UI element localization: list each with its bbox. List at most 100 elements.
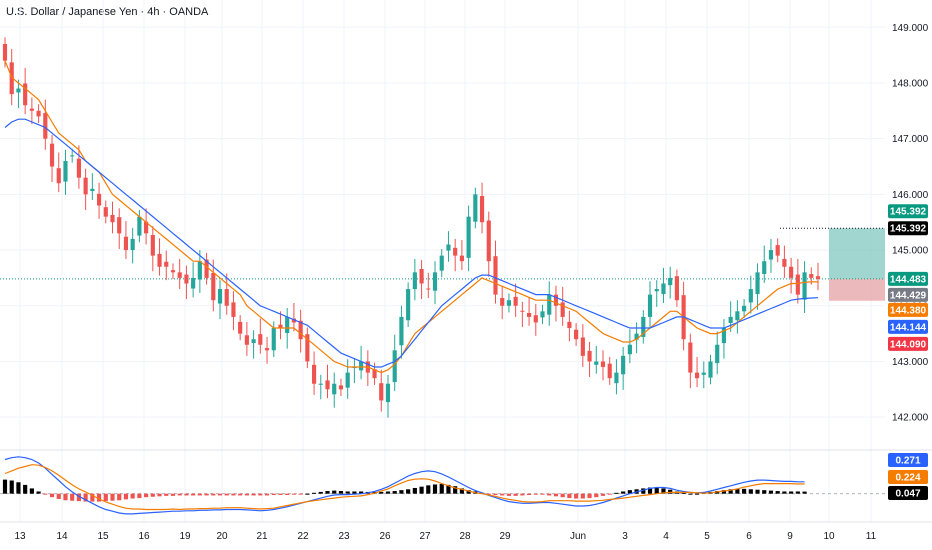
macd-histogram-bar <box>748 489 753 494</box>
candle-body <box>16 88 21 93</box>
macd-histogram-bar <box>231 493 236 496</box>
candle-body <box>63 160 68 182</box>
target-zone <box>829 228 885 279</box>
macd-histogram-bar <box>466 490 471 494</box>
candle-body <box>130 238 135 251</box>
candle-body <box>264 348 270 351</box>
macd-histogram-bar <box>600 493 606 496</box>
macd-histogram-bar <box>244 493 249 496</box>
candle-body <box>621 355 626 375</box>
macd-pane <box>0 456 885 515</box>
candle-body <box>144 221 149 234</box>
position-zones <box>0 227 885 301</box>
tag-current-price-text: 144.483 <box>890 274 927 285</box>
candle-body <box>735 311 740 321</box>
macd-histogram-bar <box>567 493 572 499</box>
time-axis[interactable]: 13 14 15 16 19 20 21 22 23 26 27 28 29 Jun 3 4 5 6 9 10 11 <box>14 531 876 542</box>
candle-body <box>486 220 491 262</box>
tag-current-price-bg <box>888 271 928 286</box>
tag-signal-bg <box>888 470 928 484</box>
x-tick-label: Jun <box>570 531 586 542</box>
candle-body <box>332 383 337 395</box>
macd-histogram-bar <box>426 485 431 494</box>
macd-histogram-bar <box>123 493 129 500</box>
candle-body <box>117 217 122 234</box>
candle-body <box>392 350 397 383</box>
macd-histogram-bar <box>419 486 424 494</box>
y-tick-label: 148.000 <box>892 78 929 89</box>
macd-histogram-bar <box>520 493 525 496</box>
tag-target-line-text: 145.392 <box>890 224 927 235</box>
candle-body <box>748 289 753 303</box>
macd-histogram-bar <box>217 493 223 496</box>
macd-histogram-bar <box>439 484 444 494</box>
x-tick-label: 6 <box>746 531 752 542</box>
macd-histogram-bar <box>9 480 14 494</box>
x-tick-label: 27 <box>419 531 431 542</box>
macd-histogram-bar <box>56 493 61 499</box>
macd-histogram-bar <box>16 482 21 494</box>
macd-histogram-bar <box>63 493 68 501</box>
macd-histogram-bar <box>332 490 337 494</box>
candle-body <box>560 302 565 317</box>
candle-body <box>627 344 632 355</box>
macd-histogram-bar <box>432 484 438 494</box>
candle-body <box>204 259 209 278</box>
candle-body <box>446 244 451 251</box>
y-tick-label: 145.000 <box>892 246 929 257</box>
macd-histogram-bar <box>587 493 592 499</box>
tag-stop-text: 144.090 <box>890 339 927 350</box>
candle-body <box>406 289 411 321</box>
macd-histogram-bar <box>211 493 216 496</box>
macd-histogram-bar <box>83 493 88 502</box>
macd-histogram-bar <box>385 491 391 494</box>
macd-histogram-bar <box>325 491 330 494</box>
macd-histogram-bar <box>345 491 350 494</box>
macd-line <box>4 456 805 515</box>
ma-slow-line <box>4 118 819 368</box>
macd-histogram-bar <box>795 491 800 494</box>
tag-signal: 0.224 <box>888 470 928 484</box>
tag-macd: 0.271 <box>888 453 928 467</box>
candle-body <box>668 277 673 286</box>
x-tick-label: 22 <box>297 531 309 542</box>
candle-body <box>594 361 599 365</box>
candle-body <box>224 289 229 306</box>
candle-body <box>56 168 61 184</box>
macd-histogram-bar <box>264 493 270 496</box>
macd-histogram-bar <box>627 490 632 494</box>
macd-histogram-bar <box>285 493 290 495</box>
candle-body <box>493 256 498 295</box>
candle-body <box>298 320 303 340</box>
moving-averages <box>4 60 819 374</box>
macd-histogram-bar <box>29 488 34 494</box>
tag-ma-fast-bg <box>888 287 928 302</box>
x-tick-label: 11 <box>866 531 877 542</box>
candle-body <box>150 235 155 256</box>
macd-histogram-bar <box>392 491 397 494</box>
candle-body <box>103 207 108 217</box>
candle-body <box>580 337 585 356</box>
candle-body <box>170 270 176 273</box>
tag-ma-slow-text: 144.144 <box>890 322 927 333</box>
tag-target-text: 145.392 <box>890 207 927 218</box>
macd-histogram-bar <box>352 491 357 494</box>
candle-body <box>76 158 81 178</box>
macd-histogram-bar <box>688 493 693 495</box>
candle-body <box>526 313 532 317</box>
macd-histogram-bar <box>298 493 303 495</box>
macd-histogram-bar <box>553 493 559 497</box>
tag-ma-fast: 144.429 <box>888 287 928 302</box>
tag-ma-orange-text: 144.380 <box>890 305 927 316</box>
macd-histogram-bar <box>560 493 565 498</box>
candle-body <box>231 302 236 317</box>
macd-histogram-bar <box>338 491 344 494</box>
macd-histogram-bar <box>412 487 417 494</box>
candle-body <box>278 324 283 329</box>
macd-histogram-bar <box>493 493 498 495</box>
candle-body <box>439 255 444 271</box>
x-tick-label: 16 <box>138 531 150 542</box>
candle-body <box>694 372 700 379</box>
macd-histogram-bar <box>164 493 169 496</box>
